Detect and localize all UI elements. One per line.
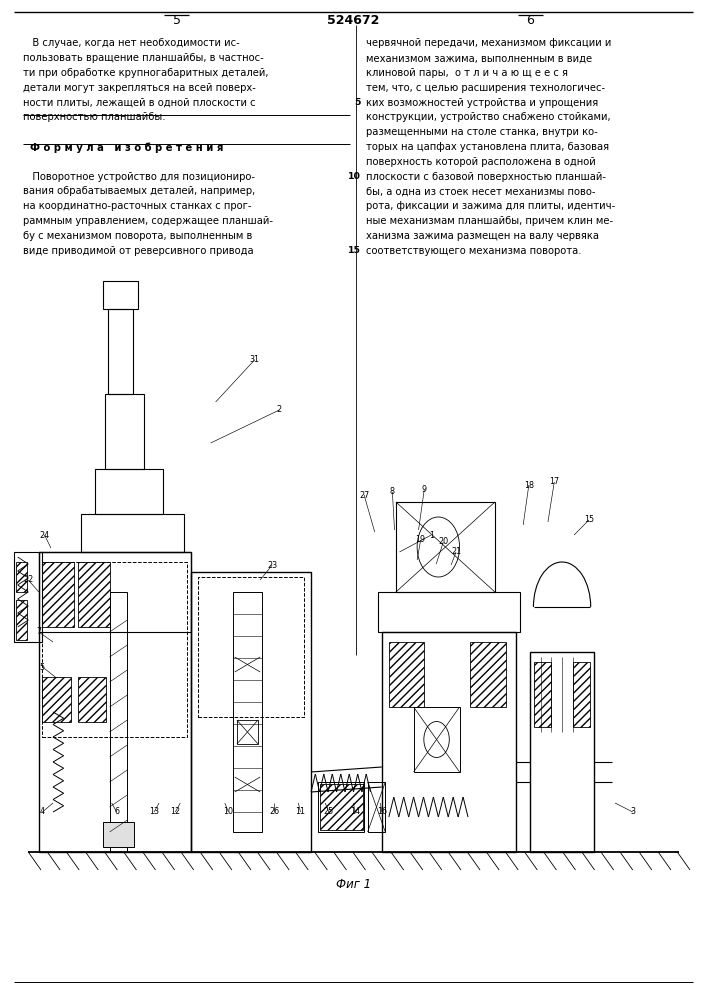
Text: пользовать вращение планшайбы, в частнос-: пользовать вращение планшайбы, в частнос… [23,53,264,63]
Text: ких возможностей устройства и упрощения: ких возможностей устройства и упрощения [366,98,598,108]
Text: 8: 8 [390,488,395,496]
Text: 13: 13 [149,808,159,816]
Text: детали могут закрепляться на всей поверх-: детали могут закрепляться на всей поверх… [23,83,255,93]
Text: 20: 20 [438,538,448,546]
Text: 14: 14 [350,808,360,816]
Bar [78,677,106,722]
Bar [78,562,110,627]
Bar [530,652,594,852]
Text: 5: 5 [354,98,361,107]
Bar [191,572,311,852]
Bar [414,707,460,772]
Text: 9: 9 [421,486,427,494]
Text: 11: 11 [296,808,305,816]
Text: поверхностью планшайбы.: поверхностью планшайбы. [23,112,165,122]
Text: рота, фиксации и зажима для плиты, идентич-: рота, фиксации и зажима для плиты, идент… [366,201,615,211]
Text: ти при обработке крупногабаритных деталей,: ти при обработке крупногабаритных детале… [23,68,268,78]
Bar [105,394,144,469]
Bar [470,642,506,707]
Text: 15: 15 [584,516,594,524]
Bar [368,782,385,832]
Text: 5: 5 [40,662,45,672]
Text: червячной передачи, механизмом фиксации и: червячной передачи, механизмом фиксации … [366,38,611,48]
Text: 3: 3 [630,808,636,816]
Text: ности плиты, лежащей в одной плоскости с: ности плиты, лежащей в одной плоскости с [23,98,255,108]
Text: 524672: 524672 [327,14,380,27]
Text: 12: 12 [170,808,180,816]
Text: 21: 21 [451,548,461,556]
Text: виде приводимой от реверсивного привода: виде приводимой от реверсивного привода [23,246,253,256]
Bar [198,577,304,717]
Bar [16,562,27,592]
Text: раммным управлением, содержащее планшай-: раммным управлением, содержащее планшай- [23,216,273,226]
Text: ханизма зажима размещен на валу червяка: ханизма зажима размещен на валу червяка [366,231,599,241]
Bar [108,309,133,394]
Text: торых на цапфах установлена плита, базовая: торых на цапфах установлена плита, базов… [366,142,609,152]
Bar [39,552,191,632]
Text: 10: 10 [223,808,233,816]
Text: Ф о р м у л а   и з о б р е т е н и я: Ф о р м у л а и з о б р е т е н и я [23,142,223,153]
Text: 31: 31 [250,356,259,364]
Bar [42,677,71,722]
Text: 2: 2 [276,406,282,414]
Text: поверхность которой расположена в одной: поверхность которой расположена в одной [366,157,595,167]
Bar [42,562,187,737]
Text: 25: 25 [324,808,334,816]
Text: Фиг 1: Фиг 1 [336,879,371,892]
Text: механизмом зажима, выполненным в виде: механизмом зажима, выполненным в виде [366,53,592,63]
Text: 26: 26 [269,808,279,816]
Bar [318,782,364,832]
Bar [237,720,258,744]
Bar [233,592,262,832]
Text: 19: 19 [416,536,426,544]
Bar [396,502,495,592]
Text: соответствующего механизма поворота.: соответствующего механизма поворота. [366,246,581,256]
Bar [573,662,590,727]
Text: бы, а одна из стоек несет механизмы пово-: бы, а одна из стоек несет механизмы пово… [366,186,595,196]
Text: бу с механизмом поворота, выполненным в: бу с механизмом поворота, выполненным в [23,231,252,241]
Text: плоскости с базовой поверхностью планшай-: плоскости с базовой поверхностью планшай… [366,172,605,182]
Text: 10: 10 [348,172,361,181]
Bar [42,562,74,627]
Text: 23: 23 [267,560,277,570]
Text: 15: 15 [348,246,361,255]
Text: 18: 18 [524,481,534,489]
Bar [103,281,138,309]
Text: 5: 5 [173,14,181,27]
Bar [39,552,191,852]
Bar [14,552,42,642]
Text: клиновой пары,  о т л и ч а ю щ е е с я: клиновой пары, о т л и ч а ю щ е е с я [366,68,568,78]
Bar [16,600,27,640]
Bar [534,662,551,727]
Text: 27: 27 [359,490,369,499]
Text: 6: 6 [526,14,534,27]
Bar [103,822,134,847]
Text: 1: 1 [428,530,434,540]
Text: 22: 22 [23,576,33,584]
Text: размещенными на столе станка, внутри ко-: размещенными на столе станка, внутри ко- [366,127,597,137]
Text: конструкции, устройство снабжено стойками,: конструкции, устройство снабжено стойкам… [366,112,610,122]
Bar [95,469,163,514]
Bar [378,592,520,632]
Text: 24: 24 [40,530,49,540]
Text: 7: 7 [36,628,42,637]
Bar [389,642,424,707]
Text: 6: 6 [114,808,119,816]
Text: Поворотное устройство для позициониро-: Поворотное устройство для позициониро- [23,172,255,182]
Text: В случае, когда нет необходимости ис-: В случае, когда нет необходимости ис- [23,38,240,48]
Text: на координатно-расточных станках с прог-: на координатно-расточных станках с прог- [23,201,251,211]
Bar [81,514,184,552]
Bar [382,632,516,852]
Text: 16: 16 [377,808,387,816]
Text: 17: 17 [549,478,559,487]
Text: ные механизмам планшайбы, причем клин ме-: ные механизмам планшайбы, причем клин ме… [366,216,613,226]
Text: тем, что, с целью расширения технологичес-: тем, что, с целью расширения технологиче… [366,83,604,93]
Bar [110,592,127,852]
Bar [320,784,363,830]
Text: 4: 4 [40,808,45,816]
Text: вания обрабатываемых деталей, например,: вания обрабатываемых деталей, например, [23,186,255,196]
